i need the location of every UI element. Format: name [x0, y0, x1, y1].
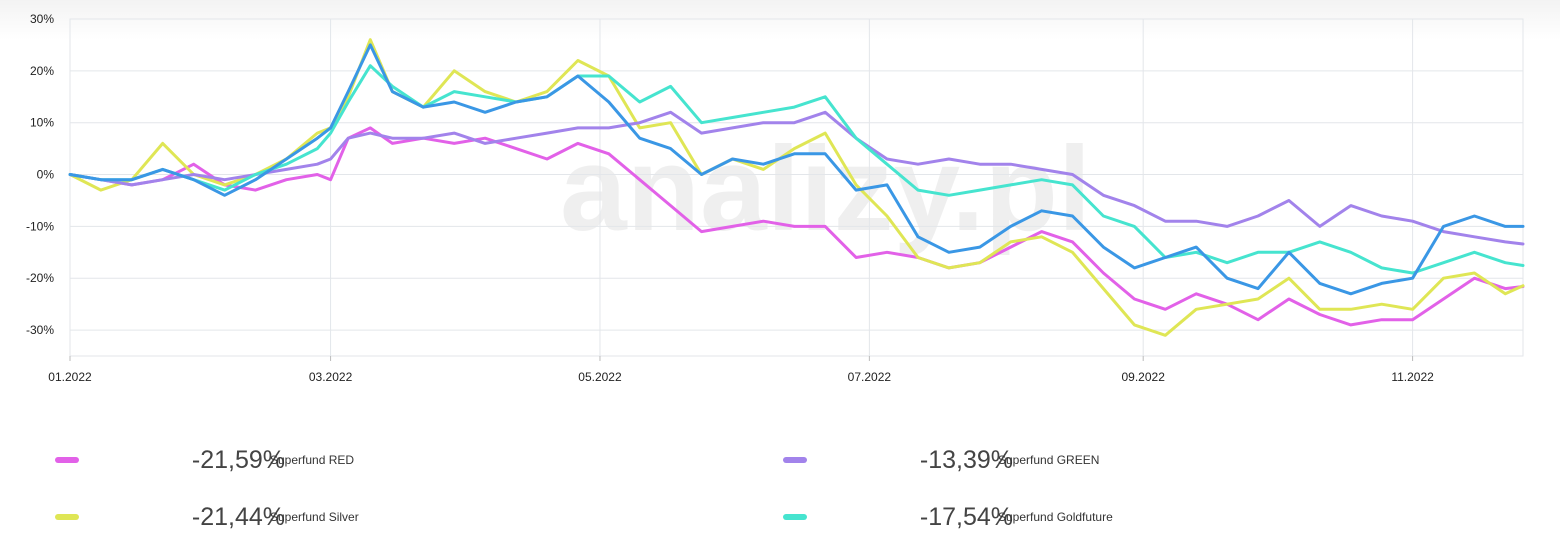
- legend-swatch-green: [783, 457, 807, 463]
- top-fade: [0, 0, 1560, 40]
- legend-value-goldfuture: -17,54%: [919, 503, 1013, 531]
- superfund-green-line: [68, 110, 1525, 246]
- legend-label-goldfuture: Superfund Goldfuture: [998, 510, 1113, 524]
- series-5-line: [68, 43, 1525, 296]
- y-tick-label: 20%: [30, 64, 54, 78]
- performance-line-chart: analizy.pl 30% 20% 10% 0% -10% -20% -30% 01.20…: [26, 12, 1525, 384]
- legend-swatch-goldfuture: [783, 514, 807, 520]
- y-axis-ticks: 30% 20% 10% 0% -10% -20% -30%: [26, 12, 54, 337]
- x-tick-label: 05.2022: [578, 370, 622, 384]
- legend-value-green: -13,39%: [919, 446, 1013, 474]
- legend-swatch-red: [55, 457, 79, 463]
- legend-label-silver: Superfund Silver: [270, 510, 359, 524]
- legend-label-red: Superfund RED: [270, 453, 355, 467]
- x-tick-label: 07.2022: [848, 370, 892, 384]
- x-tick-label: 11.2022: [1391, 370, 1434, 384]
- y-tick-label: 0%: [37, 168, 55, 182]
- x-tick-label: 03.2022: [309, 370, 353, 384]
- y-tick-label: 30%: [30, 12, 54, 26]
- y-tick-label: 10%: [30, 116, 54, 130]
- legend-label-green: Superfund GREEN: [998, 453, 1100, 467]
- legend-swatch-silver: [55, 514, 79, 520]
- legend-value-red: -21,59%: [191, 446, 285, 474]
- y-tick-label: -10%: [26, 219, 54, 233]
- watermark-logo: analizy.pl: [560, 122, 1091, 256]
- y-tick-label: -20%: [26, 271, 54, 285]
- y-tick-label: -30%: [26, 323, 54, 337]
- x-tick-label: 09.2022: [1121, 370, 1165, 384]
- watermark-text: analizy.pl: [560, 122, 1091, 256]
- series-lines: [68, 38, 1525, 337]
- superfund-goldfuture-line: [68, 64, 1525, 275]
- superfund-red-line: [68, 126, 1525, 327]
- x-axis-ticks: 01.2022 03.2022 05.2022 07.2022 09.2022 11.20…: [48, 356, 1434, 384]
- x-tick-label: 01.2022: [48, 370, 92, 384]
- legend-value-silver: -21,44%: [191, 503, 285, 531]
